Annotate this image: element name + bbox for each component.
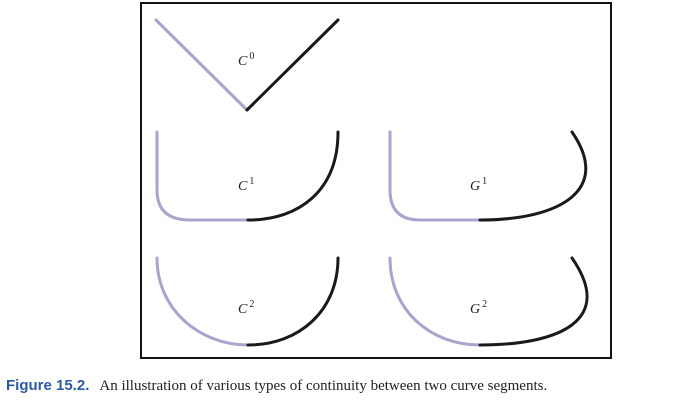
text: C (238, 302, 248, 317)
curve-segment-a (155, 256, 250, 347)
curve-segment-b (478, 256, 589, 347)
curve-segment-b (246, 130, 340, 222)
curve-segment-a (388, 130, 482, 222)
text: G (470, 179, 480, 194)
curve-segment-a (388, 256, 482, 347)
caption: Figure 15.2. An illustration of various t… (6, 377, 547, 394)
text: G (470, 302, 480, 317)
text: 1 (482, 176, 487, 187)
curve-segment-a (155, 130, 250, 222)
text: 2 (249, 299, 254, 310)
figure-frame (140, 2, 612, 359)
text: Figure 15.2. (6, 377, 89, 394)
text: 1 (249, 176, 254, 187)
text: 2 (482, 299, 487, 310)
text: An illustration of various types of cont… (99, 378, 547, 394)
curve-segment-b (478, 130, 588, 222)
curve-segment-b (246, 256, 340, 347)
text: C (238, 179, 248, 194)
text: C (238, 54, 248, 69)
curve-segment-a (154, 18, 249, 112)
text: 0 (249, 51, 254, 62)
curve-segment-b (245, 18, 340, 112)
